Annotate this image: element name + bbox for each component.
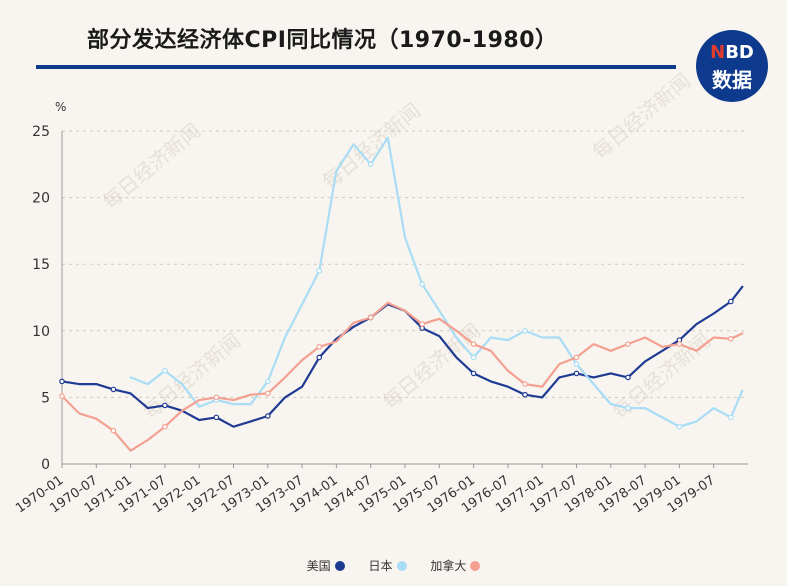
series-point-us-1970-10: [110, 386, 117, 393]
legend-label-japan: 日本: [368, 559, 393, 573]
legend-swatch-us: [334, 561, 345, 571]
series-point-us-1979-10: [728, 298, 734, 305]
series-point-us-1978-04: [625, 374, 631, 381]
series-point-canada-1976-01: [470, 341, 477, 347]
series-point-canada-1972-04: [213, 394, 220, 401]
series-point-japan-1973-10: [316, 268, 323, 274]
series-point-canada-1979-01: [676, 341, 683, 347]
legend-swatch-canada: [470, 561, 481, 571]
series-point-japan-1976-01: [470, 354, 477, 361]
series-point-canada-1976-10: [522, 381, 528, 387]
y-tick-label-20: 20: [32, 191, 50, 207]
series-point-japan-1974-07: [367, 161, 374, 168]
y-tick-label-15: 15: [32, 257, 50, 273]
legend: 美国 日本 加拿大: [0, 557, 787, 574]
series-point-canada-1970-10: [110, 427, 117, 434]
series-point-canada-1971-07: [162, 423, 168, 430]
watermark-2: 每日经济新闻: [588, 68, 695, 164]
series-point-japan-1975-04: [419, 281, 425, 287]
series-point-canada-1978-04: [625, 341, 631, 347]
legend-item-us[interactable]: 美国: [307, 557, 345, 574]
series-line-japan: [129, 136, 744, 428]
series-line-canada: [60, 301, 744, 452]
legend-label-canada: 加拿大: [430, 559, 467, 573]
y-tick-label-0: 0: [41, 457, 50, 473]
series-point-us-1972-04: [213, 414, 220, 421]
title-underline: [36, 65, 676, 69]
series-point-japan-1978-04: [625, 405, 631, 411]
y-axis-unit-label: %: [55, 100, 66, 114]
logo-accent-letter: N: [710, 42, 726, 63]
watermark-0: 每日经济新闻: [98, 118, 205, 214]
legend-swatch-japan: [396, 561, 407, 571]
nbd-logo: NBD 数据: [696, 30, 768, 102]
series-point-us-1973-10: [316, 354, 323, 361]
series-point-canada-1973-10: [316, 343, 323, 350]
series-point-japan-1979-10: [728, 414, 734, 421]
series-point-canada-1977-07: [573, 354, 580, 361]
y-tick-label-25: 25: [32, 124, 50, 140]
series-point-us-1976-01: [470, 370, 477, 377]
watermark-3: 每日经济新闻: [138, 328, 245, 424]
series-point-japan-1977-07: [573, 361, 580, 367]
series-point-japan-1971-07: [162, 367, 168, 374]
series-point-us-1976-10: [522, 391, 528, 398]
series-point-us-1970-01: [59, 378, 65, 385]
series-point-canada-1974-07: [367, 314, 374, 321]
series-point-canada-1979-10: [728, 335, 734, 342]
legend-item-japan[interactable]: 日本: [368, 557, 407, 574]
legend-label-us: 美国: [306, 559, 331, 573]
series-point-japan-1979-01: [676, 423, 683, 430]
series-point-us-1971-07: [162, 402, 168, 409]
legend-item-canada[interactable]: 加拿大: [430, 557, 481, 574]
y-tick-label-10: 10: [32, 324, 50, 340]
chart-title: 部分发达经济体CPI同比情况（1970-1980）: [87, 28, 558, 53]
logo-text-top: NBD: [696, 42, 768, 63]
series-point-canada-1975-04: [419, 321, 425, 327]
series-point-us-1973-01: [264, 413, 271, 419]
series-point-japan-1973-01: [264, 378, 271, 385]
logo-text-bottom: 数据: [712, 68, 752, 92]
series-point-canada-1970-01: [59, 393, 65, 399]
series-point-us-1977-07: [573, 370, 580, 377]
y-tick-label-5: 5: [41, 390, 50, 406]
series-point-japan-1976-10: [522, 327, 528, 334]
logo-rest-letters: BD: [725, 42, 754, 63]
series-point-canada-1973-01: [264, 390, 271, 397]
